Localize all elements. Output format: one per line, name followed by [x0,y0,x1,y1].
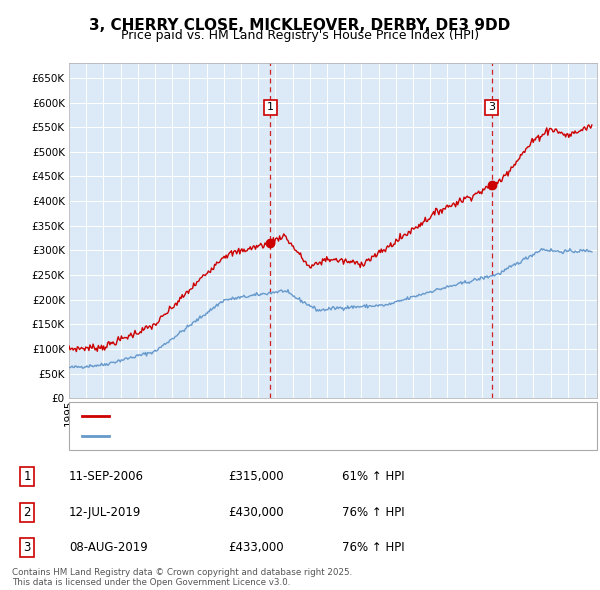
Text: 3: 3 [488,103,495,113]
Text: 2: 2 [23,506,31,519]
Text: 1: 1 [23,470,31,483]
Text: 3: 3 [23,541,31,554]
Text: 61% ↑ HPI: 61% ↑ HPI [342,470,404,483]
Text: 76% ↑ HPI: 76% ↑ HPI [342,506,404,519]
FancyBboxPatch shape [69,402,597,450]
Text: 08-AUG-2019: 08-AUG-2019 [69,541,148,554]
Text: 3, CHERRY CLOSE, MICKLEOVER, DERBY, DE3 9DD: 3, CHERRY CLOSE, MICKLEOVER, DERBY, DE3 … [89,18,511,32]
Text: 76% ↑ HPI: 76% ↑ HPI [342,541,404,554]
Text: 3, CHERRY CLOSE, MICKLEOVER, DERBY, DE3 9DD (detached house): 3, CHERRY CLOSE, MICKLEOVER, DERBY, DE3 … [116,411,497,421]
Text: £433,000: £433,000 [228,541,284,554]
Text: Price paid vs. HM Land Registry's House Price Index (HPI): Price paid vs. HM Land Registry's House … [121,30,479,42]
Text: £430,000: £430,000 [228,506,284,519]
Text: 11-SEP-2006: 11-SEP-2006 [69,470,144,483]
Text: HPI: Average price, detached house, City of Derby: HPI: Average price, detached house, City… [116,431,396,441]
Text: 12-JUL-2019: 12-JUL-2019 [69,506,142,519]
Text: Contains HM Land Registry data © Crown copyright and database right 2025.
This d: Contains HM Land Registry data © Crown c… [12,568,352,587]
Text: 1: 1 [267,103,274,113]
Text: £315,000: £315,000 [228,470,284,483]
